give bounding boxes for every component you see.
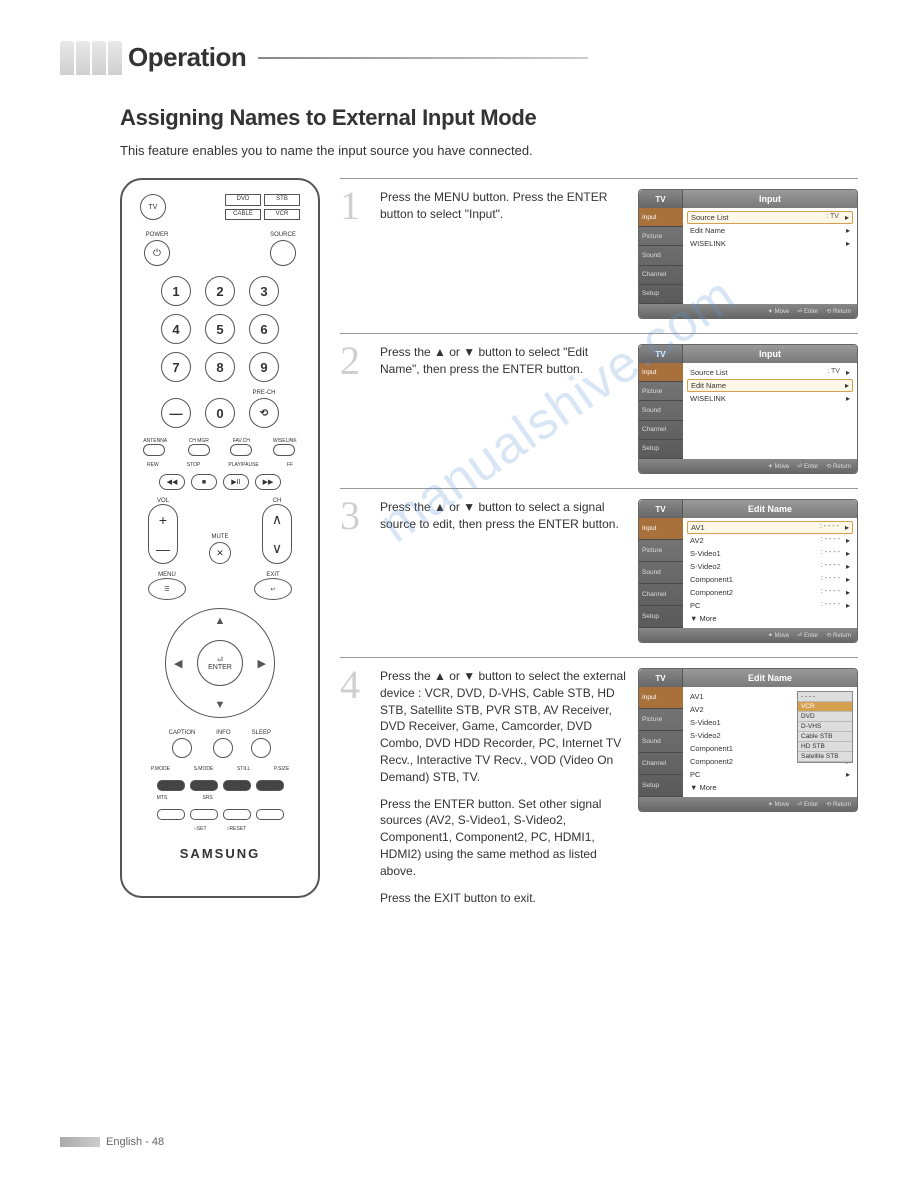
osd-row: AV2: - - - -▸ <box>687 534 853 547</box>
osd-footer: ✦ Move⏎ Enter⟲ Return <box>639 459 857 473</box>
osd-sidebar-item: Picture <box>639 709 683 731</box>
osd-row: AV1: - - - -▸ <box>687 521 853 534</box>
number-pad: 1 2 3 4 5 6 7 8 9 <box>161 276 279 382</box>
osd-sidebar-item: Picture <box>639 540 683 562</box>
page-subtitle: Assigning Names to External Input Mode <box>120 105 858 131</box>
osd-row: PC▸ <box>687 768 853 781</box>
source-button <box>270 240 296 266</box>
step-text: Press the MENU button. Press the ENTER b… <box>380 189 628 319</box>
osd-sidebar-item: Input <box>639 208 683 227</box>
osd-sidebar-item: Setup <box>639 285 683 304</box>
osd-tv-tab: TV <box>639 669 683 687</box>
osd-content: Source List: TV▸Edit Name▸WISELINK▸ <box>683 363 857 459</box>
intro-text: This feature enables you to name the inp… <box>120 143 858 158</box>
enter-button: ⏎ ENTER <box>197 640 243 686</box>
osd-row: S-Video2: - - - -▸ <box>687 560 853 573</box>
osd-row: Source List: TV▸ <box>687 211 853 224</box>
osd-row: Edit Name▸ <box>687 379 853 392</box>
osd-title: Input <box>683 190 857 208</box>
osd-sidebar-item: Channel <box>639 266 683 285</box>
osd-sidebar-item: Setup <box>639 775 683 797</box>
tv-osd-screenshot: TVEdit NameInputPictureSoundChannelSetup… <box>638 668 858 812</box>
mute-icon: ✕ <box>209 542 231 564</box>
osd-tv-tab: TV <box>639 500 683 518</box>
osd-sidebar-item: Input <box>639 518 683 540</box>
header-tabs <box>60 41 124 75</box>
header-divider <box>258 57 588 59</box>
osd-sidebar-item: Channel <box>639 584 683 606</box>
step-number: 1 <box>340 189 370 319</box>
osd-content: Source List: TV▸Edit Name▸WISELINK▸ <box>683 208 857 304</box>
osd-sidebar-item: Input <box>639 363 683 382</box>
osd-sidebar: InputPictureSoundChannelSetup <box>639 687 683 797</box>
step-text: Press the ▲ or ▼ button to select the ex… <box>380 668 628 916</box>
tv-osd-screenshot: TVInputInputPictureSoundChannelSetupSour… <box>638 189 858 319</box>
osd-title: Edit Name <box>683 500 857 518</box>
osd-sidebar-item: Channel <box>639 753 683 775</box>
osd-title: Input <box>683 345 857 363</box>
step-number: 3 <box>340 499 370 643</box>
instruction-step: 3Press the ▲ or ▼ button to select a sig… <box>340 488 858 643</box>
osd-row: WISELINK▸ <box>687 392 853 405</box>
osd-row: PC: - - - -▸ <box>687 599 853 612</box>
tv-osd-screenshot: TVEdit NameInputPictureSoundChannelSetup… <box>638 499 858 643</box>
osd-footer: ✦ Move⏎ Enter⟲ Return <box>639 628 857 642</box>
osd-sidebar-item: Sound <box>639 246 683 265</box>
brand-logo: SAMSUNG <box>180 846 260 861</box>
instruction-step: 1Press the MENU button. Press the ENTER … <box>340 178 858 319</box>
page-section-title: Operation <box>128 40 246 75</box>
step-number: 4 <box>340 668 370 916</box>
step-number: 2 <box>340 344 370 474</box>
osd-sidebar-item: Setup <box>639 440 683 459</box>
volume-rocker: +— <box>148 504 178 564</box>
main-content: TV DVD STB CABLE VCR POWER ⏻ SOURCE 1 2 … <box>120 178 858 930</box>
osd-tv-tab: TV <box>639 345 683 363</box>
exit-button: ↩ <box>254 578 292 600</box>
osd-footer: ✦ Move⏎ Enter⟲ Return <box>639 304 857 318</box>
osd-footer: ✦ Move⏎ Enter⟲ Return <box>639 797 857 811</box>
remote-mode-labels: DVD STB CABLE VCR <box>225 194 300 220</box>
osd-sidebar-item: Input <box>639 687 683 709</box>
instruction-step: 4Press the ▲ or ▼ button to select the e… <box>340 657 858 916</box>
remote-tv-button: TV <box>140 194 166 220</box>
osd-row: ▼ More <box>687 612 853 625</box>
osd-sidebar: InputPictureSoundChannelSetup <box>639 363 683 459</box>
osd-sidebar-item: Picture <box>639 382 683 401</box>
osd-popup-menu: - - - -VCRDVDD-VHSCable STBHD STBSatelli… <box>797 691 853 763</box>
osd-row: Edit Name▸ <box>687 224 853 237</box>
channel-rocker: ∧∨ <box>262 504 292 564</box>
step-text: Press the ▲ or ▼ button to select a sign… <box>380 499 628 643</box>
power-icon: ⏻ <box>144 240 170 266</box>
menu-button: ☰ <box>148 578 186 600</box>
osd-sidebar: InputPictureSoundChannelSetup <box>639 208 683 304</box>
step-text: Press the ▲ or ▼ button to select "Edit … <box>380 344 628 474</box>
osd-sidebar-item: Channel <box>639 421 683 440</box>
osd-sidebar-item: Sound <box>639 401 683 420</box>
page-footer: English - 48 <box>60 1136 164 1148</box>
directional-pad: ▲ ▼ ◀ ▶ ⏎ ENTER <box>165 608 275 718</box>
osd-sidebar-item: Setup <box>639 606 683 628</box>
osd-sidebar-item: Picture <box>639 227 683 246</box>
transport-controls: ◀◀ ■ ▶ⅠⅠ ▶▶ <box>159 474 281 490</box>
osd-row: S-Video1: - - - -▸ <box>687 547 853 560</box>
osd-row: Component2: - - - -▸ <box>687 586 853 599</box>
steps-column: 1Press the MENU button. Press the ENTER … <box>340 178 858 930</box>
osd-row: ▼ More <box>687 781 853 794</box>
osd-title: Edit Name <box>683 669 857 687</box>
osd-sidebar-item: Sound <box>639 562 683 584</box>
header-bar: Operation <box>60 40 858 75</box>
tv-osd-screenshot: TVInputInputPictureSoundChannelSetupSour… <box>638 344 858 474</box>
remote-control-diagram: TV DVD STB CABLE VCR POWER ⏻ SOURCE 1 2 … <box>120 178 320 898</box>
osd-sidebar-item: Sound <box>639 731 683 753</box>
osd-row: Source List: TV▸ <box>687 366 853 379</box>
osd-row: WISELINK▸ <box>687 237 853 250</box>
osd-row: Component1: - - - -▸ <box>687 573 853 586</box>
osd-sidebar: InputPictureSoundChannelSetup <box>639 518 683 628</box>
osd-content: AV1: - - - -▸AV2: - - - -▸S-Video1: - - … <box>683 518 857 628</box>
function-row: ANTENNA CH MGR FAV.CH WISELINK <box>132 438 308 456</box>
osd-tv-tab: TV <box>639 190 683 208</box>
instruction-step: 2Press the ▲ or ▼ button to select "Edit… <box>340 333 858 474</box>
